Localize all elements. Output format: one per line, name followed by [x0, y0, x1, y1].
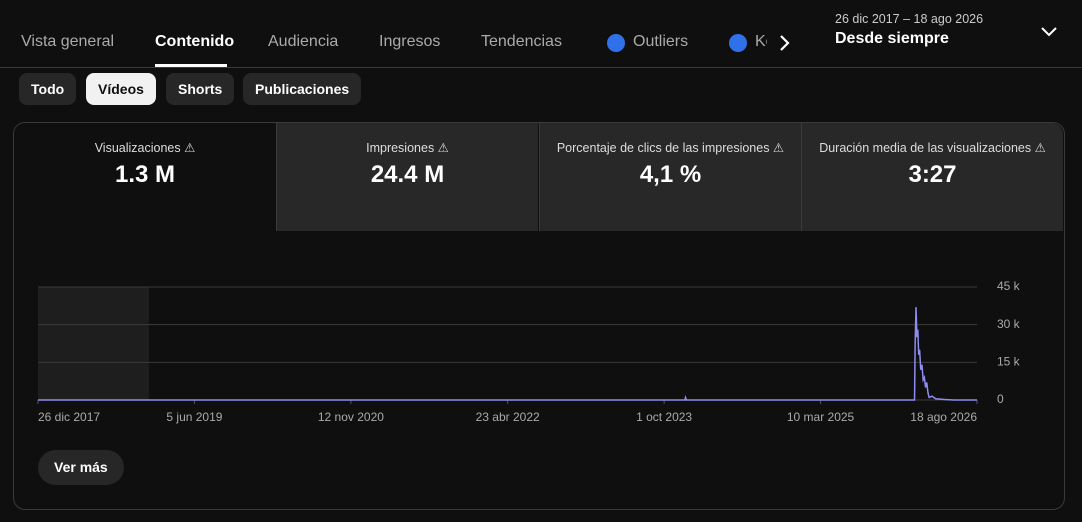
tab[interactable]: Outliers: [633, 33, 689, 50]
filter-chip[interactable]: Vídeos: [86, 73, 156, 105]
metric-card[interactable]: Porcentaje de clics de las impresiones ⚠…: [539, 123, 801, 231]
metric-card[interactable]: Duración media de las visualizaciones ⚠ 3…: [801, 123, 1063, 231]
tab-icon: [729, 34, 747, 52]
date-range: 26 dic 2017 – 18 ago 2026: [835, 12, 984, 26]
filter-chip[interactable]: Todo: [19, 73, 77, 105]
tab[interactable]: Ingresos: [379, 33, 441, 50]
metric-value: 24.4 M: [370, 161, 445, 188]
scroll-arrow[interactable]: [777, 33, 793, 53]
divider: [0, 67, 1082, 68]
metric-value: 1.3 M: [114, 161, 176, 188]
dropdown[interactable]: [1040, 26, 1058, 38]
metric-label: Duración media de las visualizaciones: [819, 141, 1032, 155]
tab[interactable]: Tendencias: [481, 33, 562, 50]
date-label[interactable]: Desde siempre: [835, 30, 949, 47]
tab[interactable]: Ke: [755, 33, 767, 50]
tab[interactable]: Contenido: [155, 33, 235, 50]
filter-chip[interactable]: Publicaciones: [243, 73, 362, 105]
tab[interactable]: Audiencia: [268, 33, 339, 50]
panel: [13, 122, 1065, 510]
metric-value: 3:27: [908, 161, 957, 188]
metric-value: 4,1 %: [639, 161, 702, 188]
tab-underline: [155, 64, 227, 67]
metric-card[interactable]: Visualizaciones ⚠ 1.3 M: [14, 123, 276, 231]
filter-chip[interactable]: Shorts: [166, 73, 235, 105]
metric-card[interactable]: Impresiones ⚠ 24.4 M: [276, 123, 538, 231]
metric-label: Porcentaje de clics de las impresiones: [556, 141, 770, 155]
metric-label: Impresiones: [366, 141, 435, 155]
more-button[interactable]: Ver más: [38, 450, 124, 485]
tab-icon: [607, 34, 625, 52]
metric-label: Visualizaciones: [94, 141, 181, 155]
tab[interactable]: Vista general: [21, 33, 115, 50]
